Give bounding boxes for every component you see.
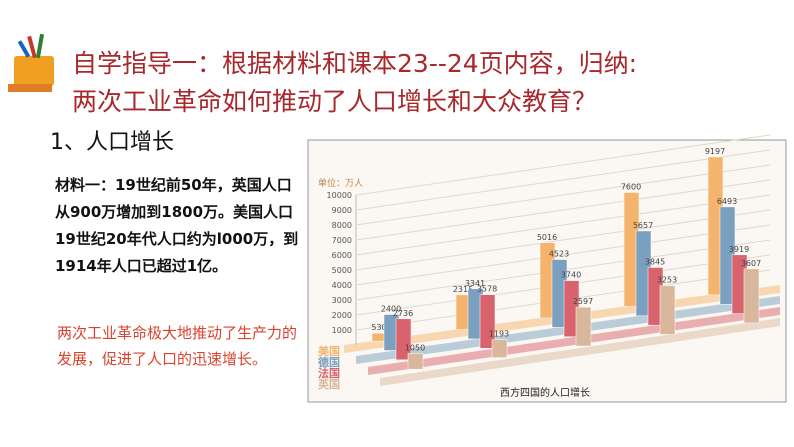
value-label: 3253: [657, 276, 677, 285]
bar: [743, 268, 760, 324]
bar: [659, 285, 676, 335]
value-label: 3607: [741, 259, 761, 268]
bar: [479, 294, 496, 349]
bar: [575, 306, 592, 347]
bar-base: [368, 307, 780, 375]
section-heading: 1、人口增长: [50, 130, 174, 155]
grid-line: [355, 224, 771, 286]
y-tick-label: 2000: [332, 311, 352, 320]
value-label: 3919: [729, 245, 749, 254]
value-label: 3740: [561, 271, 581, 280]
value-label: 3578: [477, 285, 497, 294]
grid-line: [355, 179, 771, 241]
bar-base: [380, 318, 780, 386]
value-label: 2597: [573, 297, 593, 306]
bar: [407, 353, 424, 370]
value-label: 6493: [717, 197, 737, 206]
value-label: 7600: [621, 182, 641, 191]
conclusion-text: 两次工业革命极大地推动了生产力的发展，促进了人口的迅速增长。: [57, 324, 298, 368]
value-label: 2736: [393, 309, 413, 318]
title-line: 自学指导一：根据材料和课本23--24页内容，归纳:: [72, 49, 638, 78]
y-tick-label: 7000: [332, 236, 352, 245]
legend-label: 美国: [318, 344, 340, 358]
bar: [491, 339, 508, 358]
value-label: 5657: [633, 221, 653, 230]
y-tick-label: 10000: [327, 191, 352, 200]
material-text: 材料一：19世纪前50年，英国人口从900万增加到1800万。美国人口19世纪2…: [55, 176, 299, 275]
grid-line: [355, 134, 771, 196]
value-label: 9197: [705, 147, 725, 156]
y-tick-label: 4000: [332, 281, 352, 290]
value-label: 3341: [465, 279, 485, 288]
y-tick-label: 3000: [332, 296, 352, 305]
value-label: 1050: [405, 343, 425, 352]
value-label: 2400: [381, 304, 401, 313]
grid-line: [355, 209, 771, 271]
grid-line: [355, 164, 771, 226]
grid-line: [355, 194, 771, 256]
value-label: 4523: [549, 250, 569, 259]
value-label: 5016: [537, 233, 557, 242]
legend-label: 法国: [318, 366, 340, 380]
legend-label: 德国: [317, 355, 340, 369]
y-tick-label: 8000: [332, 221, 352, 230]
chart-caption: 西方四国的人口增长: [500, 386, 590, 399]
unit-label: 单位：万人: [318, 177, 363, 189]
value-label: 2315: [453, 285, 473, 294]
legend-label: 英国: [317, 377, 340, 391]
y-tick-label: 9000: [332, 206, 352, 215]
bar: [395, 318, 412, 361]
y-tick-label: 1000: [332, 326, 352, 335]
grid-line: [355, 149, 771, 211]
title-line: 两次工业革命如何推动了人口增长和大众教育？: [72, 87, 598, 116]
value-label: 1193: [489, 330, 509, 339]
value-label: 530: [371, 323, 386, 332]
y-tick-label: 6000: [332, 251, 352, 260]
value-label: 3845: [645, 257, 665, 266]
pencil-icon: [8, 33, 54, 92]
y-tick-label: 5000: [332, 266, 352, 275]
